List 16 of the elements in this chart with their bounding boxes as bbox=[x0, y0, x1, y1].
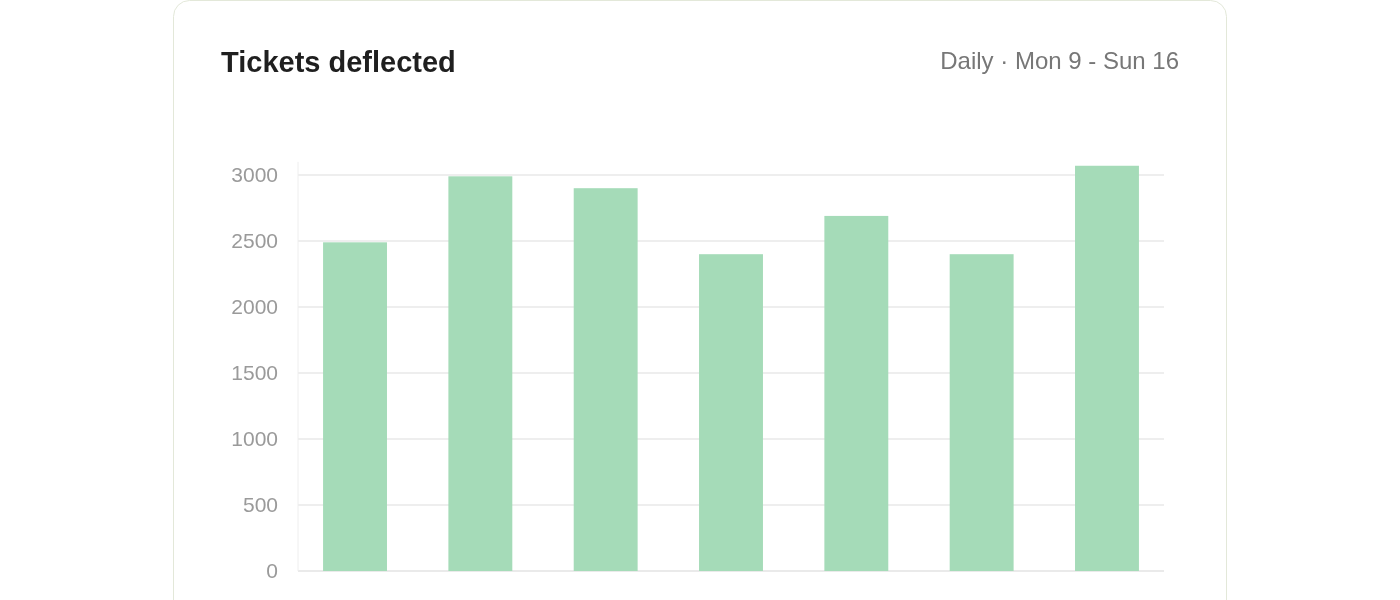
y-tick-label: 2000 bbox=[231, 295, 278, 319]
bar bbox=[949, 254, 1014, 571]
bar bbox=[699, 254, 763, 571]
y-tick-label: 0 bbox=[266, 559, 278, 583]
chart-subtitle: Daily · Mon 9 - Sun 16 bbox=[940, 47, 1179, 74]
y-tick-label: 500 bbox=[242, 493, 278, 517]
bar bbox=[323, 242, 387, 571]
y-tick-label: 1000 bbox=[231, 427, 278, 451]
y-tick-label: 1500 bbox=[231, 361, 278, 385]
bar bbox=[1075, 165, 1139, 571]
bar bbox=[448, 176, 513, 571]
y-tick-label: 2500 bbox=[231, 229, 278, 253]
bar bbox=[573, 188, 638, 571]
y-tick-label: 3000 bbox=[231, 163, 278, 187]
chart-title: Tickets deflected bbox=[221, 46, 456, 78]
bar bbox=[824, 215, 889, 571]
